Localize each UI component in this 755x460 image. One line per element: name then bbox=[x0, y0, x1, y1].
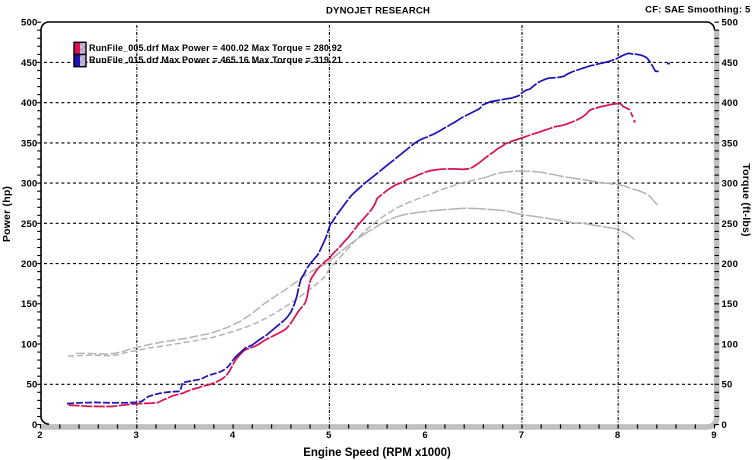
svg-text:400: 400 bbox=[21, 98, 38, 109]
svg-text:250: 250 bbox=[21, 219, 38, 230]
svg-text:200: 200 bbox=[21, 259, 38, 270]
svg-text:3: 3 bbox=[134, 430, 140, 441]
svg-text:350: 350 bbox=[722, 138, 739, 149]
svg-text:6: 6 bbox=[422, 430, 428, 441]
svg-text:450: 450 bbox=[722, 58, 739, 69]
svg-text:DYNOJET RESEARCH: DYNOJET RESEARCH bbox=[326, 6, 430, 17]
svg-text:8: 8 bbox=[615, 430, 621, 441]
svg-text:Power (hp): Power (hp) bbox=[1, 186, 13, 242]
svg-text:350: 350 bbox=[21, 138, 38, 149]
svg-text:RunFile_015.drf Max Power = 46: RunFile_015.drf Max Power = 465.16 Max T… bbox=[89, 55, 342, 65]
svg-text:0: 0 bbox=[32, 420, 38, 431]
svg-text:Torque (ft-lbs): Torque (ft-lbs) bbox=[740, 163, 752, 236]
svg-text:0: 0 bbox=[722, 420, 728, 431]
svg-text:9: 9 bbox=[711, 430, 717, 441]
svg-text:400: 400 bbox=[722, 98, 739, 109]
svg-text:100: 100 bbox=[21, 339, 38, 350]
svg-text:500: 500 bbox=[21, 18, 38, 29]
svg-text:50: 50 bbox=[27, 380, 38, 391]
svg-text:50: 50 bbox=[722, 380, 733, 391]
svg-text:5: 5 bbox=[326, 430, 332, 441]
svg-text:2: 2 bbox=[37, 430, 43, 441]
svg-text:4: 4 bbox=[230, 430, 236, 441]
svg-text:200: 200 bbox=[722, 259, 739, 270]
svg-text:150: 150 bbox=[21, 299, 38, 310]
svg-text:7: 7 bbox=[519, 430, 525, 441]
svg-text:250: 250 bbox=[722, 219, 739, 230]
svg-text:300: 300 bbox=[722, 179, 739, 190]
svg-text:RunFile_005.drf Max Power = 40: RunFile_005.drf Max Power = 400.02 Max T… bbox=[89, 43, 342, 53]
svg-text:CF: SAE Smoothing: 5: CF: SAE Smoothing: 5 bbox=[645, 5, 751, 16]
svg-text:100: 100 bbox=[722, 339, 739, 350]
svg-text:150: 150 bbox=[722, 299, 739, 310]
svg-text:450: 450 bbox=[21, 58, 38, 69]
svg-text:500: 500 bbox=[722, 18, 739, 29]
svg-text:Engine Speed (RPM x1000): Engine Speed (RPM x1000) bbox=[303, 447, 451, 459]
svg-text:300: 300 bbox=[21, 179, 38, 190]
